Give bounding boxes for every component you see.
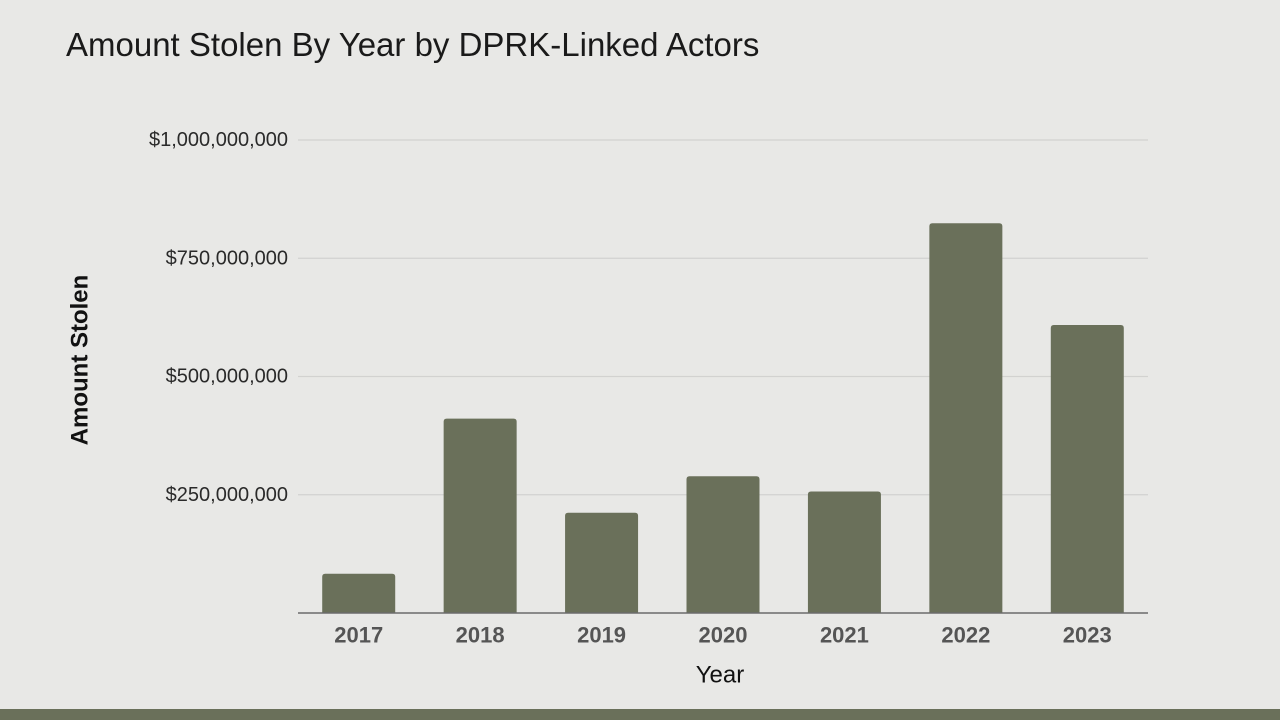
y-axis-ticks: $250,000,000 $500,000,000 $750,000,000 $1,0… <box>149 129 288 506</box>
bar-2017 <box>322 573 396 613</box>
footer-band <box>0 709 1280 720</box>
x-axis-ticks: 2017 2018 2019 2020 2021 2022 2023 <box>334 623 1112 648</box>
x-tick-label: 2020 <box>699 623 748 648</box>
bars <box>322 223 1124 614</box>
bar-2020 <box>686 476 760 613</box>
bar-2019 <box>565 512 639 613</box>
x-axis-title: Year <box>696 662 745 689</box>
y-tick-label: $750,000,000 <box>166 247 288 269</box>
x-tick-label: 2022 <box>941 623 990 648</box>
x-tick-label: 2019 <box>577 623 626 648</box>
gridlines <box>298 139 1148 496</box>
y-tick-label: $1,000,000,000 <box>149 129 288 151</box>
chart-title: Amount Stolen By Year by DPRK-Linked Act… <box>66 26 760 63</box>
x-tick-label: 2023 <box>1063 623 1112 648</box>
bar-2018 <box>443 418 517 613</box>
bar-2021 <box>807 491 881 613</box>
y-tick-label: $500,000,000 <box>166 366 288 388</box>
y-axis-title: Amount Stolen <box>67 275 94 446</box>
bar-2022 <box>929 223 1003 614</box>
x-tick-label: 2018 <box>456 623 505 648</box>
y-tick-label: $250,000,000 <box>166 484 288 506</box>
x-tick-label: 2017 <box>334 623 383 648</box>
x-tick-label: 2021 <box>820 623 869 648</box>
bar-2023 <box>1050 324 1124 613</box>
